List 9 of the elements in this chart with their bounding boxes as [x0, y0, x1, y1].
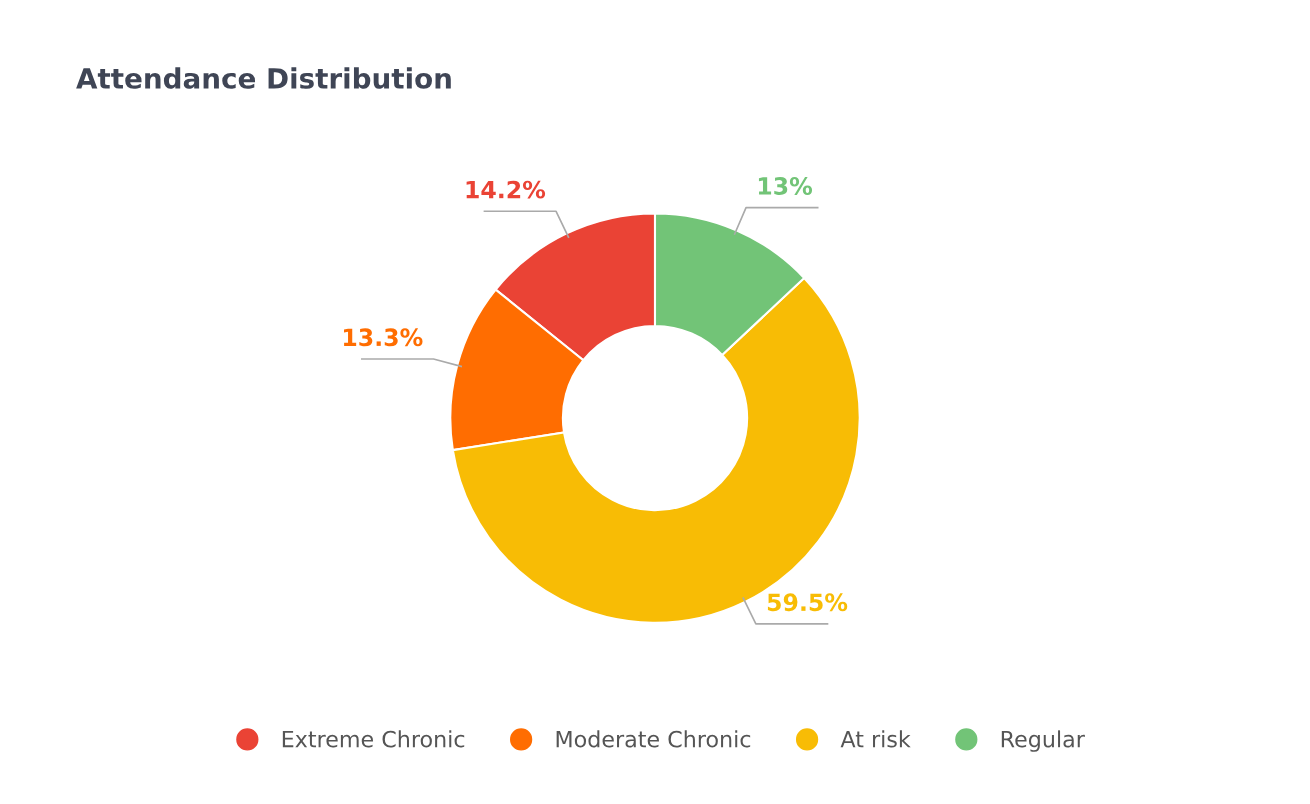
legend-label: Moderate Chronic — [556, 730, 751, 748]
data-label: 13% — [758, 177, 813, 195]
legend-label: Extreme Chronic — [282, 730, 465, 748]
data-label: 59.5% — [767, 593, 848, 612]
data-label: 13.3% — [344, 328, 423, 347]
legend-label: At risk — [840, 730, 911, 748]
legend-label: Regular — [1001, 730, 1085, 752]
data-label: 14.2% — [466, 180, 546, 199]
chart-title: Attendance Distribution — [76, 67, 451, 89]
